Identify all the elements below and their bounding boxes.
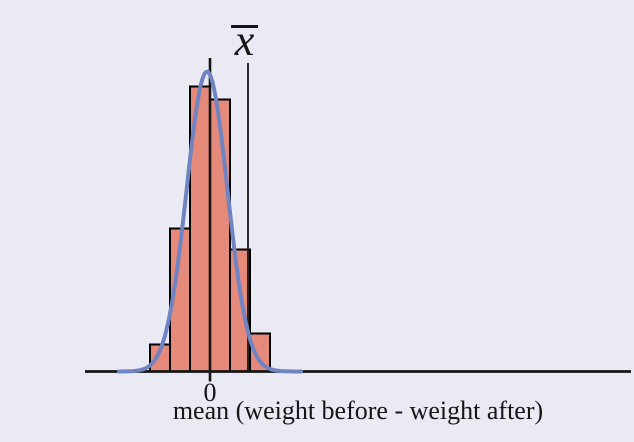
x-axis-label: mean (weight before - weight after) [172,396,544,425]
histogram-bar [229,248,251,373]
xbar-label: x [231,16,258,65]
normal-curve [117,69,303,374]
xbar-overline [231,25,258,28]
x-tick-label-zero: 0 [203,378,217,407]
xbar-symbol: x [234,16,255,65]
